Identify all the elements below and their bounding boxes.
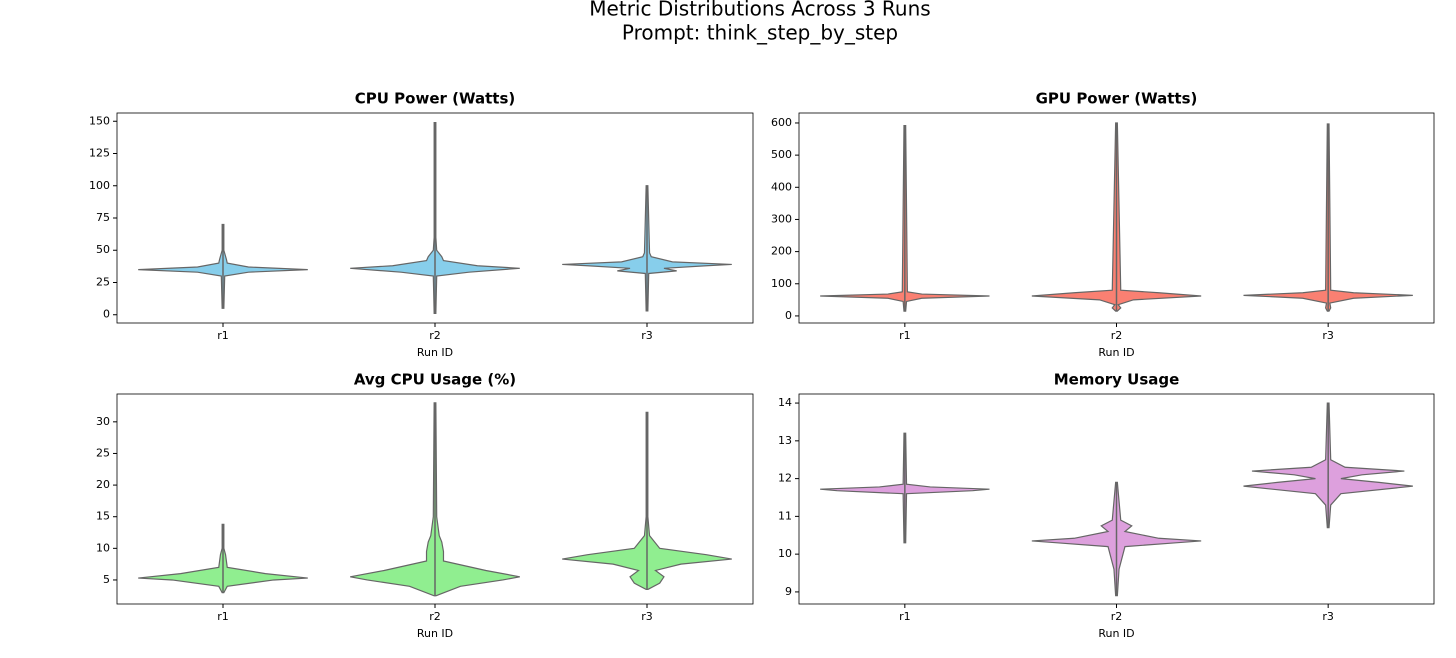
subplot-title: Memory Usage: [1054, 371, 1180, 389]
y-tick-label: 11: [778, 509, 792, 522]
y-tick-label: 10: [778, 547, 792, 560]
x-axis-label: Run ID: [417, 627, 453, 640]
y-tick-label: 300: [771, 212, 792, 225]
y-tick-label: 15: [96, 510, 110, 523]
x-tick-label: r1: [217, 610, 229, 623]
axes-frame: [798, 393, 1435, 605]
y-tick-label: 0: [785, 309, 792, 322]
y-tick-label: 30: [96, 415, 110, 428]
y-tick-label: 400: [771, 180, 792, 193]
y-tick-label: 20: [96, 478, 110, 491]
figure-title: Metric Distributions Across 3 Runs: [589, 0, 930, 21]
x-tick-label: r3: [641, 329, 653, 342]
y-tick-label: 100: [89, 179, 110, 192]
x-axis-label: Run ID: [417, 346, 453, 359]
x-tick-label: r2: [429, 610, 441, 623]
y-tick-label: 5: [103, 573, 110, 586]
x-tick-label: r2: [1111, 610, 1123, 623]
x-tick-label: r1: [899, 610, 911, 623]
axes-frame: [798, 112, 1435, 324]
y-tick-label: 13: [778, 434, 792, 447]
y-tick-label: 200: [771, 245, 792, 258]
x-axis-label: Run ID: [1098, 627, 1134, 640]
y-tick-label: 10: [96, 541, 110, 554]
axes-frame: [116, 393, 754, 605]
subplot-title: CPU Power (Watts): [355, 90, 515, 108]
y-tick-label: 50: [96, 243, 110, 256]
y-tick-label: 0: [103, 308, 110, 321]
y-tick-label: 25: [96, 275, 110, 288]
x-axis-label: Run ID: [1098, 346, 1134, 359]
x-tick-label: r2: [1111, 329, 1123, 342]
y-tick-label: 125: [89, 147, 110, 160]
axes-frame: [116, 112, 754, 324]
x-tick-label: r3: [1322, 610, 1334, 623]
x-tick-label: r2: [429, 329, 441, 342]
x-tick-label: r3: [1322, 329, 1334, 342]
y-tick-label: 600: [771, 116, 792, 129]
y-tick-label: 9: [785, 585, 792, 598]
y-tick-label: 150: [89, 114, 110, 127]
y-tick-label: 500: [771, 148, 792, 161]
x-tick-label: r3: [641, 610, 653, 623]
x-tick-label: r1: [217, 329, 229, 342]
y-tick-label: 100: [771, 277, 792, 290]
y-tick-label: 25: [96, 446, 110, 459]
y-tick-label: 75: [96, 211, 110, 224]
x-tick-label: r1: [899, 329, 911, 342]
subplot-title: Avg CPU Usage (%): [354, 371, 516, 389]
y-tick-label: 12: [778, 472, 792, 485]
y-tick-label: 14: [778, 396, 792, 409]
figure-subtitle: Prompt: think_step_by_step: [622, 21, 898, 45]
subplot-title: GPU Power (Watts): [1036, 90, 1198, 108]
